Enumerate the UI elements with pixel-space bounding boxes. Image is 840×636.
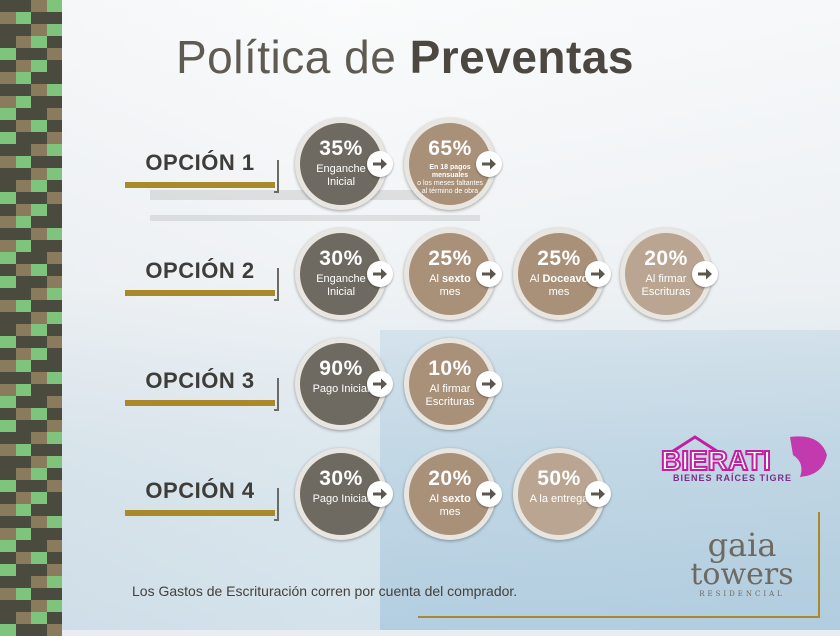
step-description: Al sexto mes <box>409 493 491 519</box>
option-title: OPCIÓN 3 <box>145 368 255 393</box>
step-desc-pre: Al <box>429 493 443 505</box>
step-desc-text: Enganche Inicial <box>316 273 366 298</box>
step-description: Al sexto mes <box>409 273 491 299</box>
step-description: Enganche Inicial <box>300 163 382 189</box>
step-desc-bold: sexto <box>442 273 471 285</box>
step-desc-text: Al firmar Escrituras <box>425 383 475 408</box>
footnote: Los Gastos de Escrituración corren por c… <box>132 583 518 599</box>
step-desc-text: Al firmar Escrituras <box>641 273 691 298</box>
option-title: OPCIÓN 1 <box>145 150 255 175</box>
option-4-label: OPCIÓN 4 <box>125 478 279 521</box>
option-1-label: OPCIÓN 1 <box>125 150 279 193</box>
tiger-icon <box>790 436 827 477</box>
step-desc-text: mes <box>439 286 461 298</box>
step-desc-text: A la entrega <box>529 493 589 505</box>
step-percentage: 30% <box>319 467 363 490</box>
step-desc-pre: Al <box>529 273 543 285</box>
step-description: Al Doceavo mes <box>518 273 600 299</box>
step-description: En 18 pagos mensuales o los meses faltant… <box>409 164 491 196</box>
option-underline <box>125 268 279 301</box>
step-desc-text: Pago Inicial <box>312 493 370 505</box>
option-underline <box>125 378 279 411</box>
arrow-right-icon <box>476 261 502 287</box>
step-desc-text: Pago Inicial <box>312 383 370 395</box>
step-percentage: 35% <box>319 137 363 160</box>
arrow-right-icon <box>373 268 387 280</box>
arrow-right-icon <box>591 488 605 500</box>
page-title: Política de Preventas <box>176 30 634 84</box>
arrow-right-icon <box>698 268 712 280</box>
gold-frame-vertical <box>818 512 820 617</box>
arrow-right-icon <box>482 488 496 500</box>
step-description: Enganche Inicial <box>300 273 382 299</box>
title-light: Política de <box>176 31 410 83</box>
step-description: Al firmar Escrituras <box>625 273 707 299</box>
gaia-logo-line3: RESIDENCIAL <box>699 590 785 598</box>
step-desc-bold: Doceavo <box>542 273 589 285</box>
arrow-right-icon <box>482 268 496 280</box>
pergola-beam <box>150 215 480 221</box>
step-description: Al firmar Escrituras <box>409 383 491 409</box>
step-percentage: 20% <box>428 467 472 490</box>
arrow-right-icon <box>367 261 393 287</box>
bierati-logo: BIERATI <box>660 435 827 477</box>
step-desc-text: Enganche Inicial <box>316 163 366 188</box>
step-desc-bold: En 18 pagos mensuales <box>429 164 471 179</box>
arrow-right-icon <box>367 151 393 177</box>
arrow-right-icon <box>373 378 387 390</box>
option-title: OPCIÓN 4 <box>145 478 255 503</box>
option-2-label: OPCIÓN 2 <box>125 258 279 301</box>
step-percentage: 20% <box>644 247 688 270</box>
option-title: OPCIÓN 2 <box>145 258 255 283</box>
step-percentage: 90% <box>319 357 363 380</box>
option-underline <box>125 160 279 193</box>
arrow-right-icon <box>591 268 605 280</box>
arrow-right-icon <box>482 378 496 390</box>
step-desc-bold: sexto <box>442 493 471 505</box>
arrow-right-icon <box>476 481 502 507</box>
step-percentage: 25% <box>428 247 472 270</box>
gaia-logo-line2: towers <box>690 557 794 592</box>
step-desc-text: mes <box>439 506 461 518</box>
bierati-tagline: BIENES RAÍCES TIGRE <box>673 473 793 483</box>
arrow-right-icon <box>585 481 611 507</box>
title-bold: Preventas <box>409 31 634 83</box>
bierati-wordmark: BIERATI <box>661 445 771 476</box>
step-percentage: 10% <box>428 357 472 380</box>
step-desc-pre: Al <box>429 273 443 285</box>
arrow-right-icon <box>585 261 611 287</box>
step-percentage: 65% <box>428 137 472 160</box>
decorative-stripe <box>0 0 62 636</box>
option-underline <box>125 488 279 521</box>
arrow-right-icon <box>367 481 393 507</box>
option-3-label: OPCIÓN 3 <box>125 368 279 411</box>
step-percentage: 50% <box>537 467 581 490</box>
step-percentage: 30% <box>319 247 363 270</box>
step-description: Pago Inicial <box>300 493 382 506</box>
step-description: Pago Inicial <box>300 383 382 396</box>
step-desc-text: mes <box>548 286 570 298</box>
gold-frame-horizontal <box>418 616 820 618</box>
arrow-right-icon <box>367 371 393 397</box>
step-percentage: 25% <box>537 247 581 270</box>
gaia-logo-line1: gaia <box>707 526 777 564</box>
step-desc-text: o los meses faltantes al término de obra <box>417 180 483 195</box>
arrow-right-icon <box>692 261 718 287</box>
arrow-right-icon <box>476 151 502 177</box>
payment-step-circle: 30% Enganche Inicial <box>295 228 387 320</box>
arrow-right-icon <box>373 158 387 170</box>
gaia-towers-logo: gaia towers RESIDENCIAL <box>672 526 812 598</box>
arrow-right-icon <box>373 488 387 500</box>
step-description: A la entrega <box>518 493 600 506</box>
arrow-right-icon <box>476 371 502 397</box>
arrow-right-icon <box>482 158 496 170</box>
